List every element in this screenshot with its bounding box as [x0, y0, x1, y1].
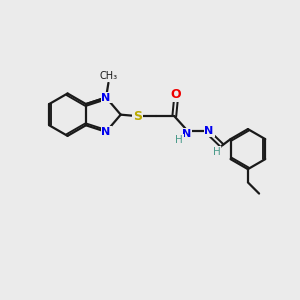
Text: S: S [133, 110, 142, 123]
Text: O: O [170, 88, 181, 101]
Text: H: H [213, 147, 220, 157]
Text: H: H [176, 135, 183, 145]
Text: CH₃: CH₃ [99, 71, 118, 81]
Text: N: N [182, 129, 192, 139]
Text: N: N [101, 92, 111, 103]
Text: N: N [101, 127, 111, 137]
Text: N: N [204, 126, 214, 136]
